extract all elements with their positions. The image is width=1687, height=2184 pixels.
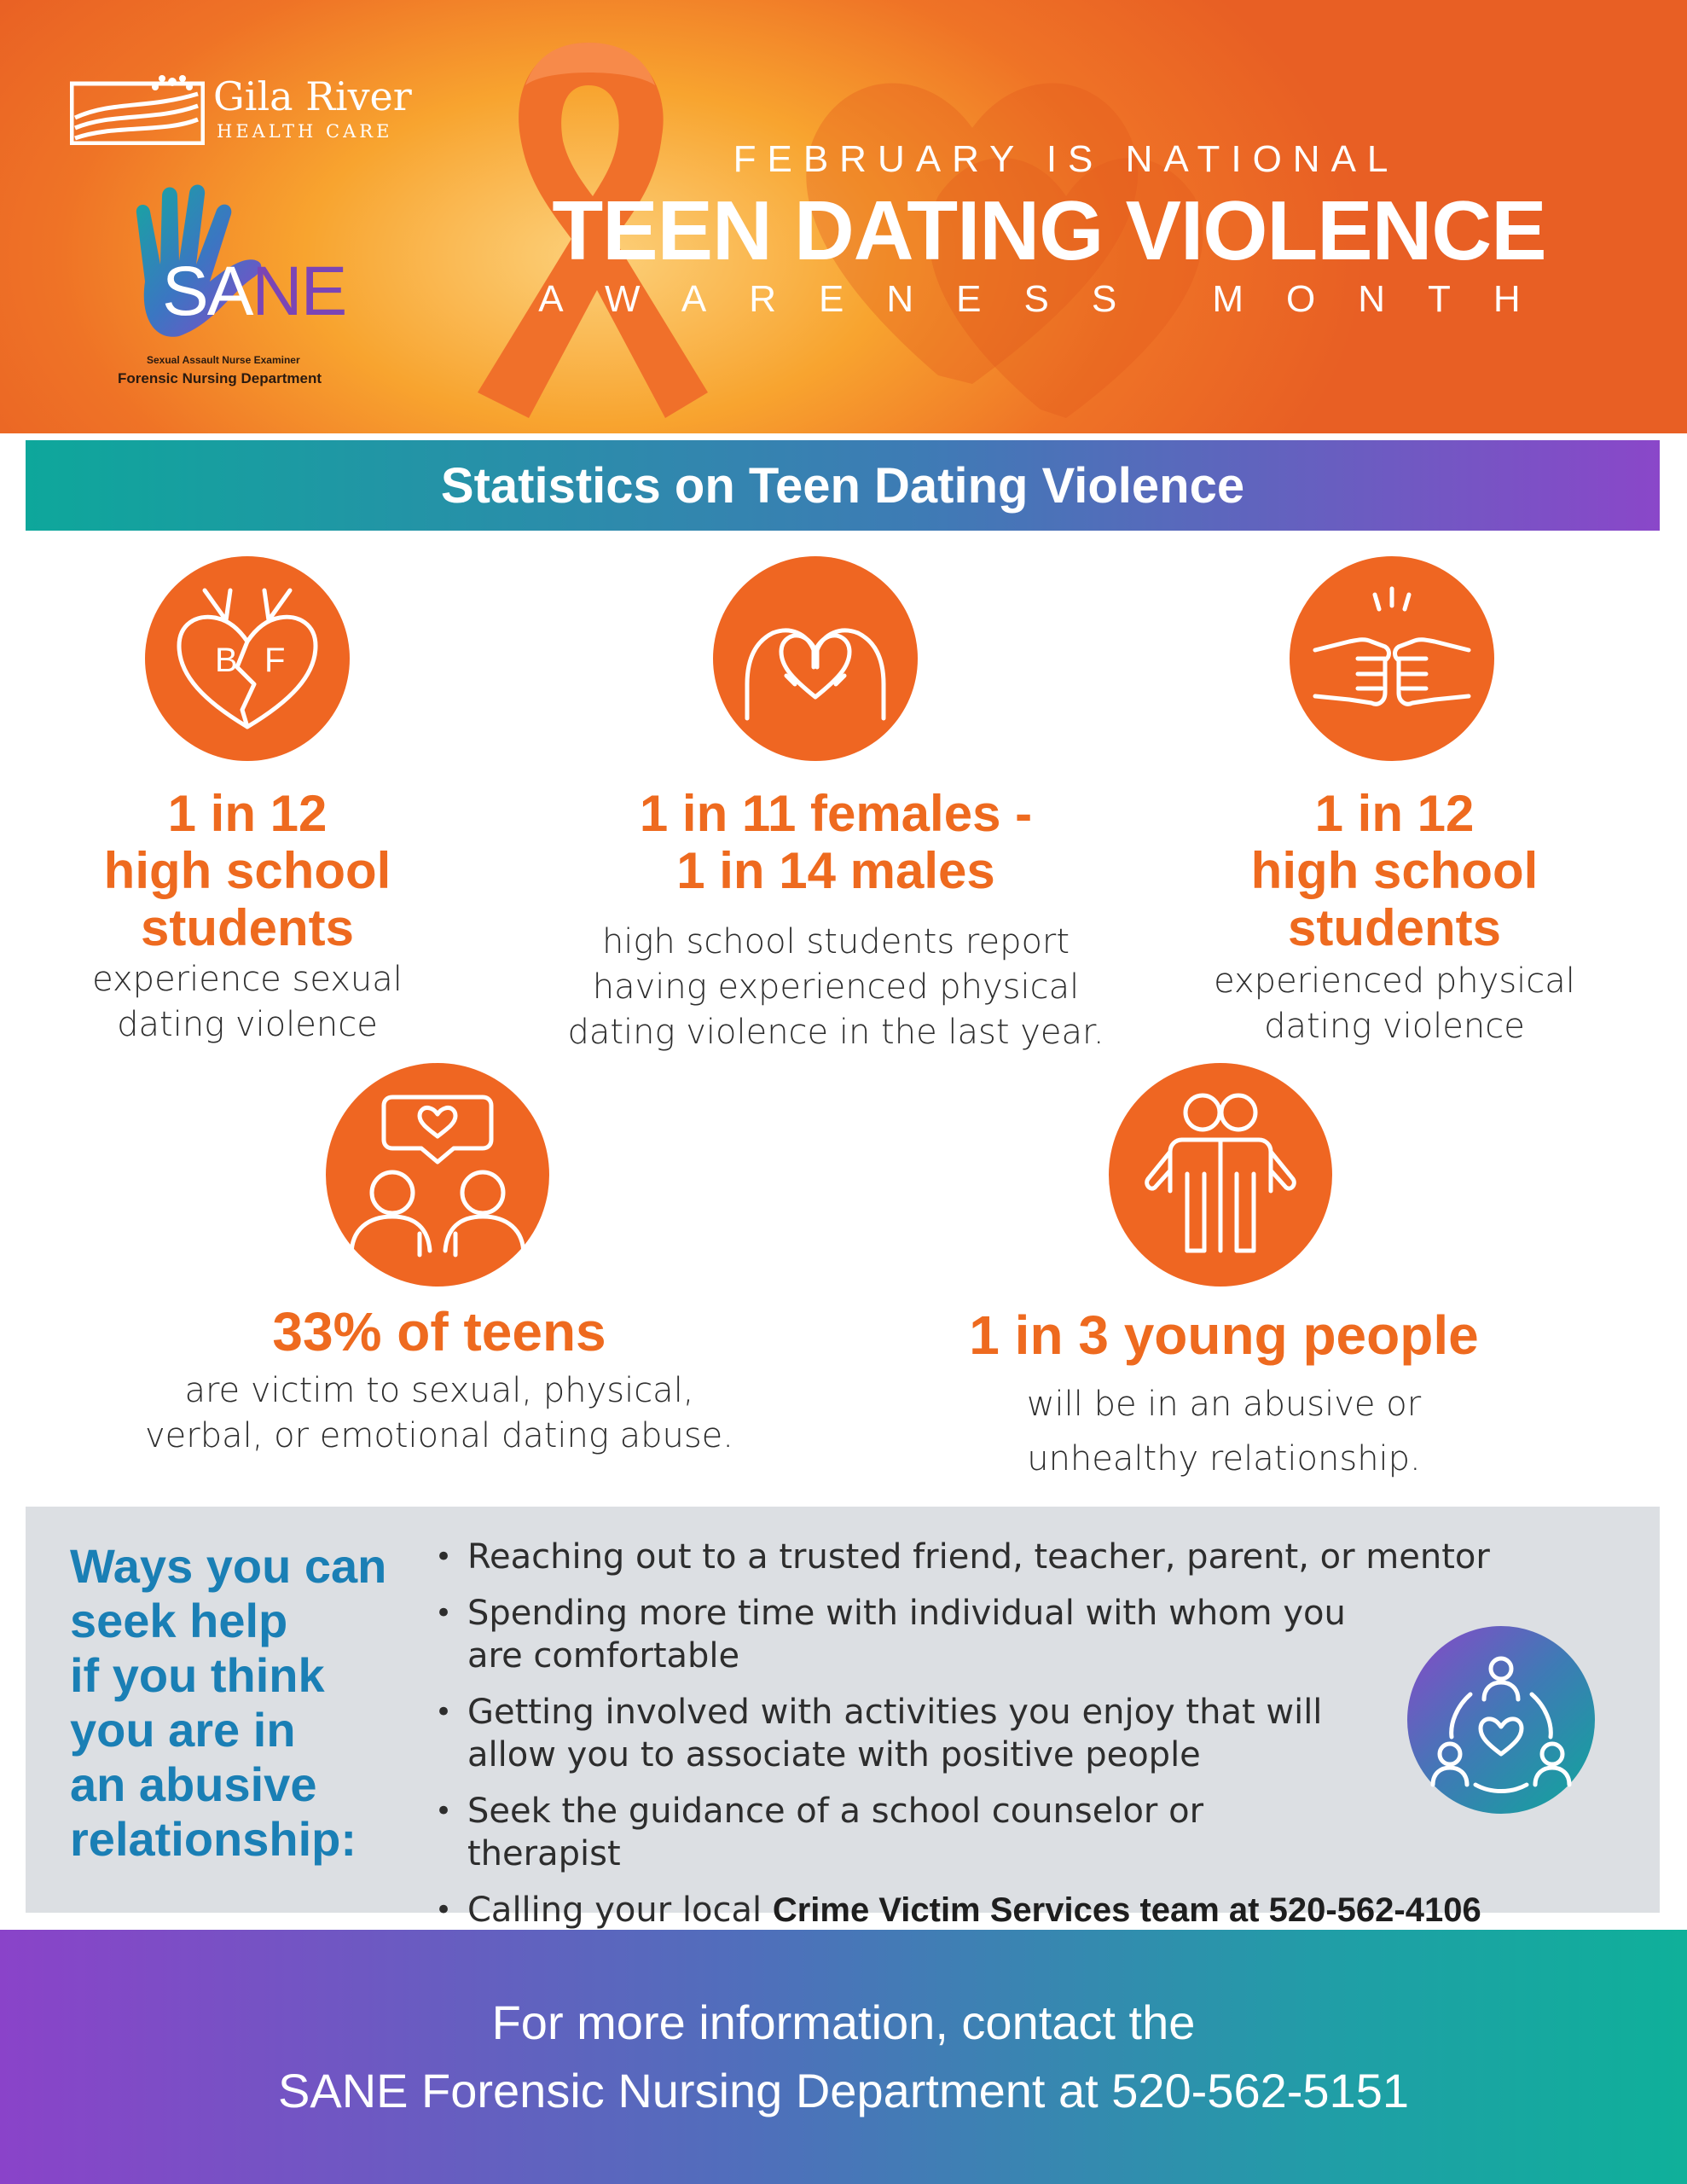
help-title-line: Ways you can [70, 1539, 387, 1593]
stat-1-body-line: dating violence [117, 1004, 378, 1044]
help-title-line: relationship: [70, 1812, 357, 1866]
stat-2-body: high school students report having exper… [529, 920, 1143, 1054]
stat-2-icon-circle [713, 556, 918, 761]
stat-4-heading-line: 33% of teens [272, 1301, 606, 1362]
stat-3-heading-line: 1 in 12 [1314, 785, 1475, 842]
help-title: Ways you can seek help if you think you … [70, 1539, 428, 1867]
stat-1-heading: 1 in 12 high school students [51, 785, 443, 957]
stat-3-heading-line: students [1287, 899, 1502, 957]
sane-small-text: Sexual Assault Nurse Examiner [147, 354, 300, 366]
gila-river-mark-icon [70, 75, 205, 145]
stat-2-body-line: high school students report [601, 922, 1070, 961]
bullet-icon: • [435, 1893, 453, 1927]
help-list-item: • Calling your local Crime Victim Service… [426, 1889, 1493, 1931]
stat-3-body-line: experienced physical [1214, 961, 1575, 1001]
stat-5-heading: 1 in 3 young people [853, 1304, 1595, 1367]
sane-department: Forensic Nursing Department [118, 370, 322, 386]
svg-text:B: B [215, 642, 238, 679]
stat-3-icon-circle [1290, 556, 1494, 761]
help-title-line: if you think [70, 1648, 325, 1702]
stat-4-icon-circle [326, 1063, 549, 1287]
help-item-text: Reaching out to a trusted friend, teache… [467, 1537, 1490, 1577]
hands-heart-icon [745, 628, 886, 721]
broken-heart-bf-icon: B F [177, 588, 318, 729]
help-title-line: seek help [70, 1594, 288, 1647]
stat-1-heading-line: students [140, 899, 355, 957]
logo-name: Gila River [213, 73, 412, 119]
stat-5-body-line: unhealthy relationship. [1027, 1439, 1421, 1478]
stat-1-icon-circle: B F [145, 556, 350, 761]
headline-line-2: TEEN DATING VIOLENCE [552, 183, 1546, 277]
stat-2-body-line: having experienced physical [592, 967, 1080, 1007]
stat-2-body-line: dating violence in the last year. [567, 1012, 1104, 1052]
svg-text:F: F [264, 642, 285, 679]
community-heart-icon [1430, 1656, 1572, 1793]
stat-5-body: will be in an abusive or unhealthy relat… [870, 1377, 1578, 1486]
crime-victim-services-phone: Crime Victim Services team at 520-562-41… [772, 1891, 1481, 1929]
footer-line-2: SANE Forensic Nursing Department at 520-… [277, 2064, 1409, 2117]
help-item-text: Calling your local [467, 1891, 773, 1930]
hand-icon [136, 184, 262, 337]
stat-2-heading-line: 1 in 14 males [676, 842, 995, 900]
stats-banner-title: Statistics on Teen Dating Violence [440, 457, 1245, 514]
help-title-line: an abusive [70, 1757, 317, 1811]
header-banner: Gila River HEALTH CARE SANE Sexual Assau… [0, 0, 1687, 433]
stat-3-body: experienced physical dating violence [1177, 959, 1612, 1049]
help-title-line: you are in [70, 1703, 296, 1757]
stat-1-heading-line: high school [103, 842, 391, 900]
help-list-item: • Spending more time with individual with… [426, 1592, 1365, 1677]
help-list-item: • Reaching out to a trusted friend, teach… [426, 1536, 1493, 1578]
logo-subtitle: HEALTH CARE [217, 121, 393, 142]
bullet-icon: • [435, 1540, 453, 1574]
couple-talking-heart-icon [349, 1095, 526, 1258]
headline-line-3: AWARENESS MONTH [538, 278, 1563, 320]
sane-wordmark-sa: SA [162, 253, 253, 330]
footer-line-1: For more information, contact the [491, 1995, 1196, 2049]
stat-4-heading: 33% of teens [119, 1301, 759, 1363]
orange-ribbon-icon [478, 43, 708, 418]
bullet-icon: • [435, 1794, 453, 1828]
help-item-text: Getting involved with activities you enj… [467, 1693, 1323, 1774]
stat-1-body: experience sexual dating violence [34, 957, 461, 1048]
help-list-item: • Seek the guidance of a school counselor… [426, 1790, 1365, 1875]
stat-2-heading-line: 1 in 11 females - [639, 785, 1033, 842]
help-list: • Reaching out to a trusted friend, teach… [426, 1536, 1490, 1945]
gila-river-logo: Gila River HEALTH CARE [70, 73, 412, 150]
stat-4-body: are victim to sexual, physical, verbal, … [102, 1368, 776, 1459]
stat-1-heading-line: 1 in 12 [167, 785, 328, 842]
couple-embrace-icon [1145, 1093, 1296, 1253]
fist-bump-icon [1313, 586, 1471, 706]
headline-line-1: FEBRUARY IS NATIONAL [733, 138, 1400, 180]
community-heart-icon-circle [1407, 1626, 1595, 1814]
help-list-item: • Getting involved with activities you en… [426, 1691, 1365, 1776]
stat-3-body-line: dating violence [1264, 1006, 1525, 1046]
bullet-icon: • [435, 1596, 453, 1630]
sane-logo: SANE Sexual Assault Nurse Examiner Foren… [111, 179, 392, 401]
help-item-text: Spending more time with individual with … [467, 1594, 1346, 1676]
stat-4-body-line: are victim to sexual, physical, [184, 1371, 694, 1410]
stat-5-icon-circle [1109, 1063, 1332, 1287]
stat-5-heading-line: 1 in 3 young people [969, 1304, 1479, 1366]
stat-2-heading: 1 in 11 females - 1 in 14 males [529, 785, 1143, 899]
background-hearts-decoration [806, 83, 1203, 418]
help-section: Ways you can seek help if you think you … [26, 1507, 1660, 1930]
stat-5-body-line: will be in an abusive or [1026, 1385, 1422, 1424]
stat-3-heading-line: high school [1250, 842, 1539, 900]
sane-wordmark-ne: NE [252, 253, 347, 330]
help-item-text: Seek the guidance of a school counselor … [467, 1792, 1204, 1873]
stat-4-body-line: verbal, or emotional dating abuse. [145, 1415, 733, 1455]
stats-banner: Statistics on Teen Dating Violence [26, 440, 1660, 531]
sane-wordmark: SANE [162, 252, 347, 332]
bullet-icon: • [435, 1695, 453, 1729]
footer-banner: For more information, contact the SANE F… [0, 1930, 1687, 2184]
stat-1-body-line: experience sexual [92, 960, 403, 999]
stat-3-heading: 1 in 12 high school students [1194, 785, 1595, 957]
